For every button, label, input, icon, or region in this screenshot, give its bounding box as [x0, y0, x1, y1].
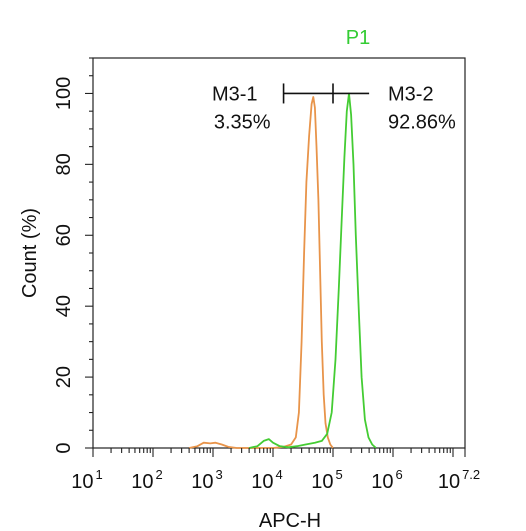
y-tick-label: 80: [53, 153, 75, 175]
gate-percent-m3-2: 92.86%: [388, 111, 456, 133]
x-tick-label: 10 5: [311, 467, 342, 493]
y-tick-label: 20: [53, 366, 75, 388]
x-tick-label: 10 1: [71, 467, 102, 493]
y-tick-label: 0: [53, 442, 75, 453]
y-axis: 0 20 40 60 80 100: [53, 57, 93, 454]
chart-title: P1: [346, 27, 370, 49]
x-tick-label: 10 6: [371, 467, 402, 493]
gates-layer: M3-1 3.35% M3-2 92.86%: [212, 83, 456, 133]
x-tick-label: 10 3: [191, 467, 222, 493]
x-axis: 10 1 10 2 10 3 10 4 10 5 10 6 10 7.2: [71, 448, 480, 493]
x-tick-label: 10 4: [251, 467, 282, 493]
y-tick-label: 100: [53, 77, 75, 110]
y-tick-label: 60: [53, 224, 75, 246]
gate-label-m3-2: M3-2: [388, 83, 434, 105]
series-line-2: [248, 92, 377, 449]
y-axis-title: Count (%): [19, 208, 41, 298]
series-line-1: [188, 96, 334, 449]
x-tick-label: 10 2: [131, 467, 162, 493]
series-layer: [188, 92, 377, 449]
gate-label-m3-1: M3-1: [212, 83, 258, 105]
x-tick-label: 10 7.2: [438, 467, 480, 493]
y-tick-label: 40: [53, 295, 75, 317]
gate-percent-m3-1: 3.35%: [214, 111, 271, 133]
x-axis-title: APC-H: [259, 510, 321, 531]
